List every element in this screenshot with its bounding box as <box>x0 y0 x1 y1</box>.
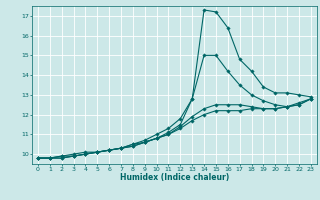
X-axis label: Humidex (Indice chaleur): Humidex (Indice chaleur) <box>120 173 229 182</box>
